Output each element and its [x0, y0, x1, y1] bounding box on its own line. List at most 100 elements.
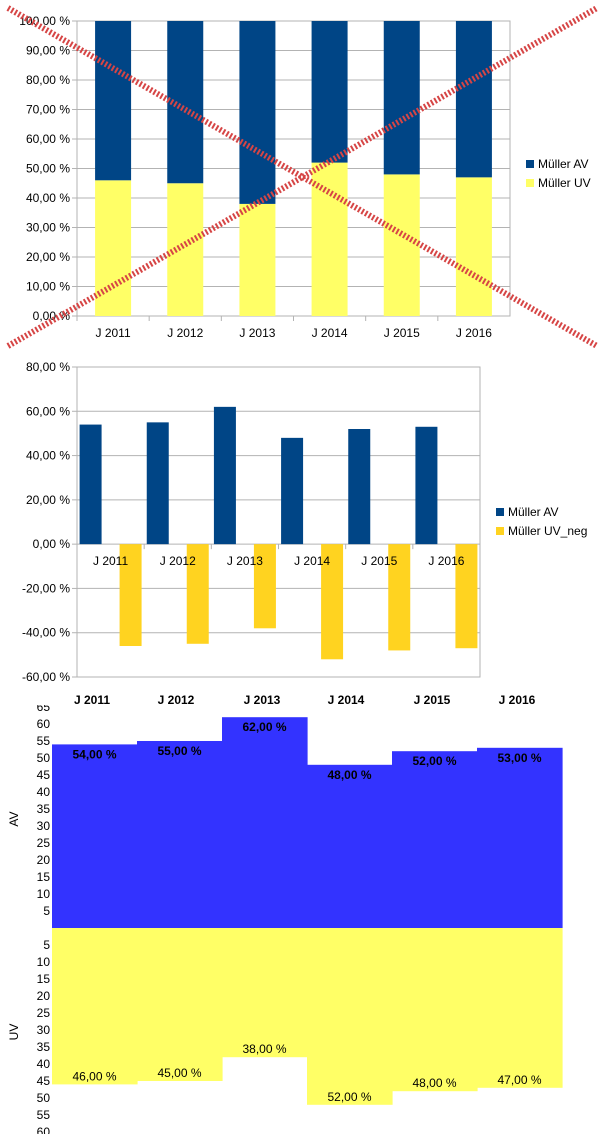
legend-swatch — [526, 179, 534, 187]
bar-mueller-av — [281, 437, 304, 545]
legend-swatch — [496, 527, 504, 535]
data-label-uv: 38,00 % — [242, 1042, 286, 1056]
block-av — [222, 717, 308, 928]
category-label-bold: J 2013 — [244, 693, 281, 705]
bar-mueller-uv — [239, 203, 276, 316]
bar-mueller-uv — [167, 183, 204, 316]
x-tick-label: J 2011 — [93, 554, 128, 568]
y-tick-label: 80,00 % — [26, 360, 70, 374]
x-tick-label: J 2016 — [428, 554, 464, 568]
legend-swatch — [526, 160, 534, 168]
x-tick-label: J 2014 — [294, 554, 330, 568]
block-uv — [137, 928, 223, 1081]
bar-mueller-av — [79, 424, 102, 545]
legend-swatch — [496, 508, 504, 516]
bar-mueller-av — [239, 21, 276, 204]
block-av — [52, 744, 138, 928]
legend-label: Müller UV_neg — [508, 524, 587, 538]
x-tick-label: J 2012 — [160, 554, 196, 568]
data-label-av: 55,00 % — [157, 744, 201, 758]
y-tick-label: 10 — [37, 887, 51, 901]
y-tick-label: 20 — [37, 853, 51, 867]
block-av — [307, 764, 393, 928]
data-label-uv: 52,00 % — [327, 1090, 371, 1104]
bar-mueller-uv — [383, 174, 420, 316]
bar-mueller-av — [146, 422, 169, 545]
y-tick-label: 60,00 % — [26, 132, 70, 146]
y-tick-label: 5 — [43, 904, 50, 918]
y-tick-label: 10 — [37, 955, 51, 969]
y-tick-label: 15 — [37, 972, 51, 986]
cross-out-line — [6, 5, 599, 349]
data-label-uv: 48,00 % — [412, 1076, 456, 1090]
x-tick-label: J 2011 — [96, 326, 131, 340]
y-axis-label-uv: UV — [7, 1024, 21, 1041]
x-tick-label: J 2015 — [384, 326, 420, 340]
y-tick-label: -20,00 % — [22, 581, 70, 595]
x-tick-label: J 2013 — [239, 326, 275, 340]
bar-mueller-av — [415, 426, 438, 545]
cross-out-line — [6, 5, 599, 349]
data-label-uv: 47,00 % — [497, 1073, 541, 1087]
data-label-av: 48,00 % — [327, 768, 371, 782]
x-tick-label: J 2012 — [167, 326, 203, 340]
y-tick-label: 60,00 % — [26, 404, 70, 418]
block-uv — [307, 928, 393, 1105]
bar-mueller-av — [167, 21, 204, 184]
y-tick-label: 5 — [43, 938, 50, 952]
bar-mueller-uv-neg — [253, 544, 276, 629]
y-tick-label: 35 — [37, 1040, 51, 1054]
y-tick-label: 90,00 % — [26, 44, 70, 58]
x-tick-label: J 2014 — [312, 326, 348, 340]
y-tick-label: 45 — [37, 1074, 51, 1088]
mirrored-av-uv-block-chart: AVUV656055504540353025201510551015202530… — [7, 705, 563, 1134]
plot-frame — [76, 366, 481, 678]
y-axis-label-av: AV — [7, 811, 21, 826]
bar-mueller-uv-neg — [455, 544, 478, 649]
category-label-bold: J 2016 — [499, 693, 536, 705]
y-tick-label: 50 — [37, 1091, 51, 1105]
y-tick-label: 25 — [37, 1006, 51, 1020]
y-tick-label: 50 — [37, 751, 51, 765]
y-tick-label: 20,00 % — [26, 250, 70, 264]
data-label-av: 54,00 % — [72, 747, 116, 761]
data-label-av: 52,00 % — [412, 754, 456, 768]
y-tick-label: 70,00 % — [26, 103, 70, 117]
category-label-bold: J 2011 — [74, 693, 110, 705]
y-tick-label: 50,00 % — [26, 162, 70, 176]
block-av — [137, 741, 223, 928]
y-tick-label: -40,00 % — [22, 626, 70, 640]
y-tick-label: 25 — [37, 836, 51, 850]
y-tick-label: 20,00 % — [26, 493, 70, 507]
y-tick-label: 60 — [37, 717, 51, 731]
x-tick-label: J 2013 — [227, 554, 263, 568]
block-uv — [392, 928, 478, 1092]
y-tick-label: 55 — [37, 734, 51, 748]
category-label-bold: J 2015 — [414, 693, 451, 705]
y-tick-label: 35 — [37, 802, 51, 816]
bar-mueller-uv — [311, 162, 348, 316]
bar-mueller-uv-neg — [186, 544, 209, 644]
category-label-bold: J 2014 — [328, 693, 365, 705]
bar-mueller-av — [383, 21, 420, 175]
data-label-av: 53,00 % — [497, 751, 541, 765]
block-uv — [477, 928, 563, 1088]
y-tick-label: 40 — [37, 785, 51, 799]
block-uv — [222, 928, 308, 1058]
y-tick-label: 40,00 % — [26, 449, 70, 463]
category-label-bold: J 2012 — [158, 693, 195, 705]
y-tick-label: 60 — [37, 1125, 51, 1134]
y-tick-label: 80,00 % — [26, 73, 70, 87]
bar-mueller-uv-neg — [321, 544, 344, 660]
bar-mueller-av — [348, 429, 371, 545]
block-uv — [52, 928, 138, 1085]
data-label-uv: 46,00 % — [72, 1069, 116, 1083]
y-tick-label: 30,00 % — [26, 221, 70, 235]
y-tick-label: -60,00 % — [22, 670, 70, 684]
y-tick-label: 45 — [37, 768, 51, 782]
data-label-av: 62,00 % — [242, 720, 286, 734]
y-tick-label: 30 — [37, 819, 51, 833]
bar-mueller-uv-neg — [119, 544, 142, 646]
x-tick-label: J 2016 — [456, 326, 492, 340]
y-tick-label: 0,00 % — [33, 309, 71, 323]
